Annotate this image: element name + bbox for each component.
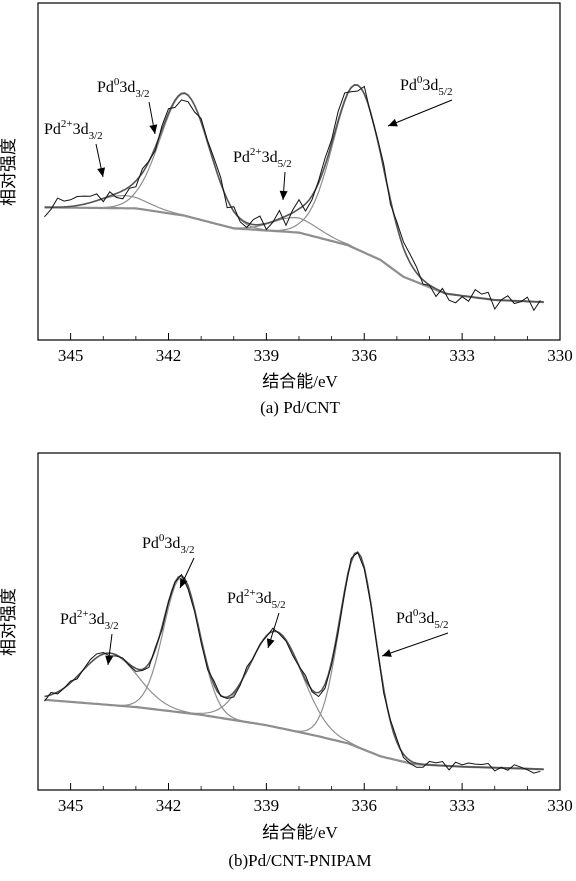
plot-frame-a [37, 2, 561, 341]
panel-b: 345 342 339 336 333 330 Pd2+3d3/2Pd03d3/2Pd2+… [0, 452, 573, 870]
component-peak-4 [44, 84, 544, 303]
x-tick-label: 345 [58, 796, 84, 815]
caption-b: (b)Pd/CNT-PNIPAM [228, 851, 371, 870]
component-peak-3 [44, 206, 544, 303]
raw-spectrum [44, 551, 541, 774]
x-ticks-a: 345 342 339 336 333 330 [58, 333, 573, 365]
x-tick-label: 339 [254, 796, 280, 815]
fit-envelope [44, 83, 544, 303]
peak-label: Pd2+3d5/2 [233, 146, 292, 170]
peak-label: Pd03d3/2 [97, 76, 149, 100]
x-tick-label: 330 [547, 346, 573, 365]
arrow-head [279, 190, 288, 200]
fit-envelope [44, 551, 544, 771]
peak-label: Pd2+3d3/2 [44, 118, 103, 142]
peak-labels-b: Pd2+3d3/2 Pd03d3/2 Pd2+3d5/2 Pd03d5/2 [60, 532, 449, 666]
y-axis-label-b: 相对强度 [0, 588, 18, 656]
x-tick-label: 336 [352, 346, 378, 365]
x-axis-label-a: 结合能/eV [262, 372, 338, 391]
curves-b [44, 551, 544, 774]
peak-label: Pd2+3d3/2 [60, 608, 119, 632]
peak-label: Pd03d3/2 [142, 532, 194, 556]
x-tick-label: 342 [156, 346, 182, 365]
panel-a: 345 342 339 336 333 330 Pd2+3d3/2Pd03d3/2Pd2+… [0, 2, 573, 417]
arrow-head [97, 167, 106, 177]
y-axis-label-a: 相对强度 [0, 138, 18, 206]
arrow-head [266, 638, 275, 648]
arrow-head [180, 578, 188, 588]
x-tick-label: 345 [58, 346, 84, 365]
component-peak-3 [44, 630, 544, 770]
arrow-head [105, 655, 114, 665]
component-peak-4 [44, 552, 544, 770]
peak-arrow [387, 99, 453, 127]
component-peak-1 [44, 652, 544, 770]
x-tick-label: 333 [449, 346, 475, 365]
x-tick-label: 342 [156, 796, 182, 815]
peak-label: Pd03d5/2 [400, 74, 452, 98]
raw-spectrum [44, 85, 541, 312]
peak-label: Pd03d5/2 [396, 607, 448, 631]
curves-a [44, 83, 544, 312]
arrow-head [388, 118, 398, 127]
background-curve [44, 698, 544, 771]
x-tick-label: 333 [449, 796, 475, 815]
x-tick-label: 336 [352, 796, 378, 815]
background-curve [44, 206, 544, 304]
x-tick-label: 339 [254, 346, 280, 365]
x-axis-label-b: 结合能/eV [262, 823, 338, 842]
caption-a: (a) Pd/CNT [260, 398, 340, 417]
arrow-head [382, 649, 392, 657]
x-ticks-b: 345 342 339 336 333 330 [58, 783, 573, 815]
x-tick-label: 330 [547, 796, 573, 815]
component-peak-2 [44, 576, 544, 770]
peak-arrow [381, 632, 449, 657]
peak-label: Pd2+3d5/2 [227, 587, 286, 611]
arrow-head [149, 124, 158, 134]
peak-labels-a: Pd2+3d3/2 Pd03d3/2 Pd2+3d5/2 Pd03d5/2 [44, 74, 453, 201]
